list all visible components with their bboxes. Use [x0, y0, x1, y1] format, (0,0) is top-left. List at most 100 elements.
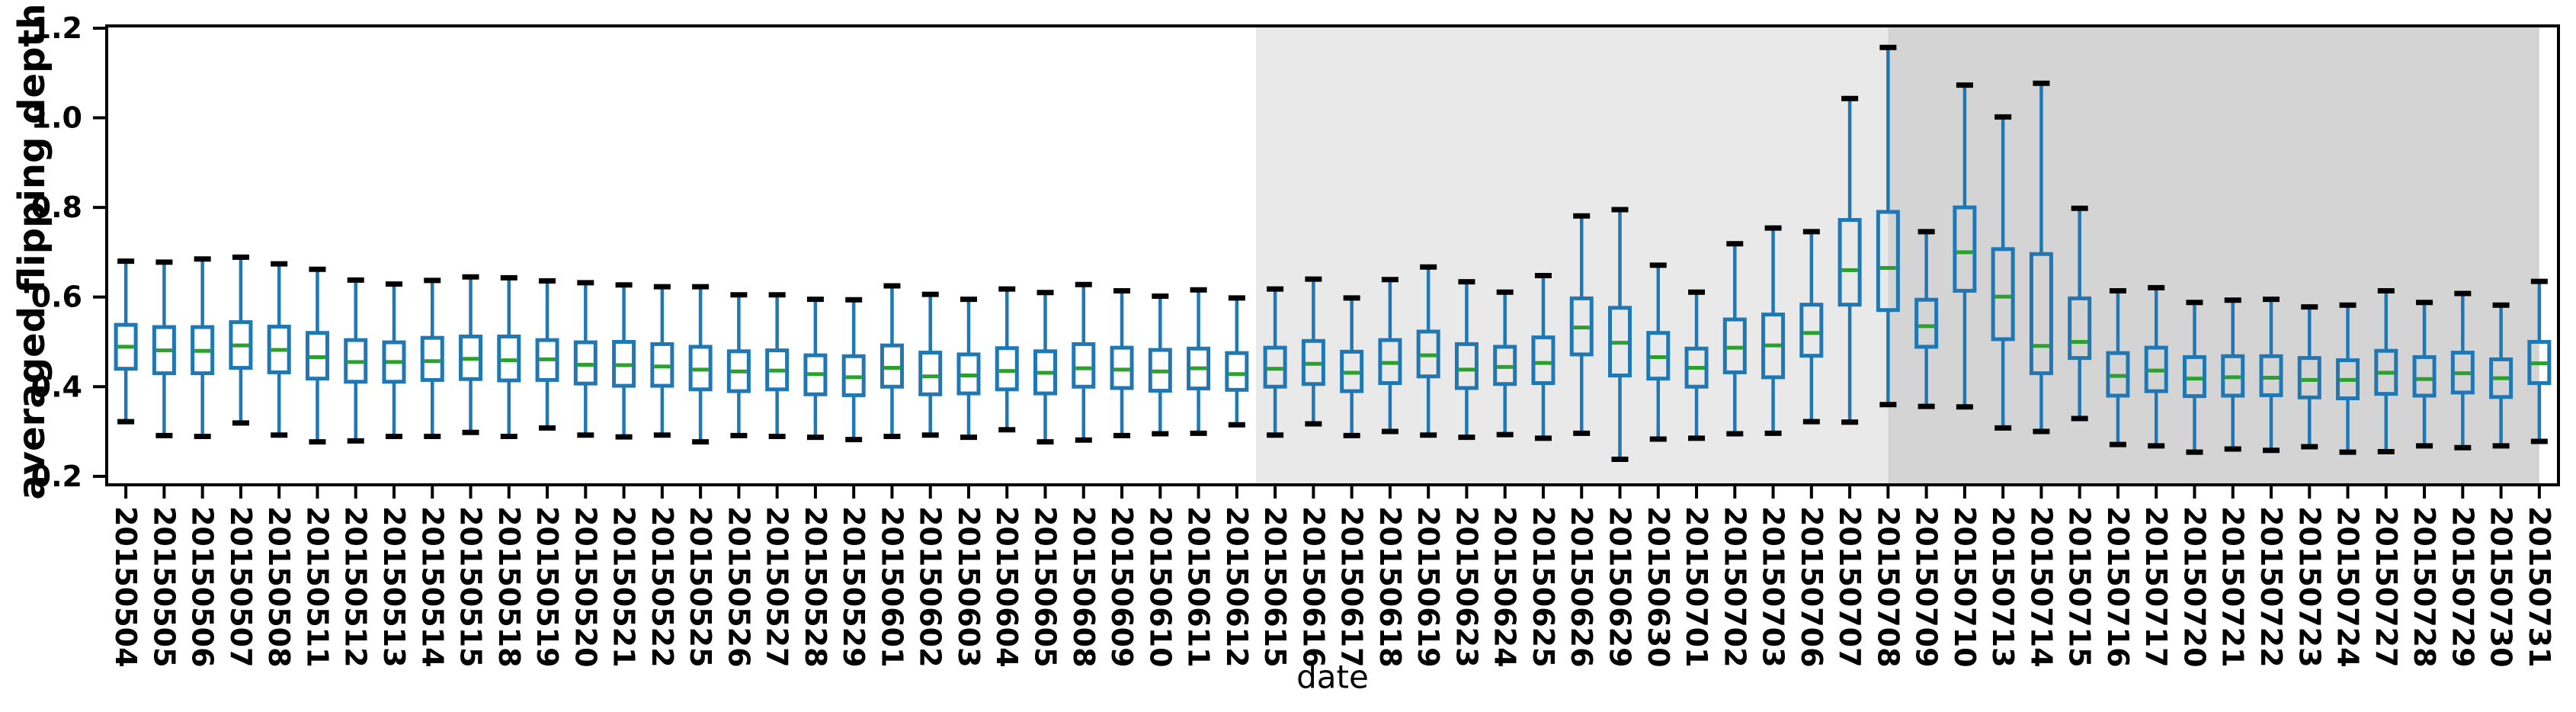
box-rect: [841, 354, 866, 397]
box-group: [2297, 304, 2321, 450]
x-tick-label: 20150629: [1603, 506, 1636, 668]
box-rect: [114, 322, 138, 371]
box-group: [420, 277, 444, 440]
box-rect: [1263, 345, 1287, 389]
box-rect: [573, 340, 598, 386]
box-group: [1263, 286, 1287, 438]
box-rect: [1493, 345, 1517, 386]
box-rect: [2144, 345, 2168, 393]
box-group: [2068, 205, 2092, 422]
box-group: [305, 266, 329, 445]
box-group: [1225, 295, 1249, 428]
box-group: [1187, 287, 1211, 436]
box-group: [1646, 262, 1671, 442]
box-group: [1493, 289, 1517, 438]
box-group: [1953, 82, 1977, 410]
box-rect: [1416, 329, 1440, 379]
box-rect: [2489, 357, 2514, 399]
box-rect: [2182, 354, 2206, 399]
box-group: [1301, 276, 1325, 427]
box-group: [1569, 213, 1594, 436]
x-tick-label: 20150504: [109, 506, 143, 668]
box-group: [1607, 207, 1632, 462]
x-tick-label: 20150717: [2139, 506, 2173, 668]
box-group: [1837, 95, 1862, 425]
box-group: [956, 297, 981, 441]
x-tick-label: 20150721: [2216, 506, 2250, 668]
x-tick-label: 20150713: [1986, 506, 2020, 668]
box-rect: [1531, 335, 1556, 386]
y-tick-label: 1.0: [31, 101, 82, 135]
box-rect: [1110, 345, 1134, 390]
box-rect: [535, 338, 559, 382]
x-tick-label: 20150511: [300, 506, 334, 668]
box-group: [1072, 281, 1096, 443]
box-group: [535, 278, 559, 431]
x-tick-label: 20150708: [1871, 506, 1905, 668]
y-tick-label: 0.2: [31, 460, 82, 493]
box-group: [1033, 290, 1058, 445]
x-tick-label: 20150724: [2331, 506, 2365, 668]
x-tick-label: 20150515: [454, 506, 488, 668]
box-rect: [1340, 349, 1364, 393]
x-tick-label: 20150512: [339, 506, 373, 668]
x-tick-label: 20150619: [1411, 506, 1445, 668]
x-tick-label: 20150714: [2024, 506, 2058, 668]
box-group: [344, 277, 368, 444]
x-tick-label: 20150529: [837, 506, 870, 668]
x-tick-label: 20150630: [1642, 506, 1675, 668]
x-tick-label: 20150526: [722, 506, 755, 668]
box-group: [1416, 264, 1440, 438]
box-rect: [497, 334, 521, 383]
box-rect: [229, 320, 253, 370]
box-rect: [1837, 218, 1862, 307]
x-tick-label: 20150702: [1718, 506, 1751, 668]
x-tick-label: 20150519: [530, 506, 564, 668]
box-rect: [650, 342, 674, 388]
box-rect: [2221, 354, 2245, 398]
x-tick-label: 20150601: [875, 506, 908, 668]
box-rect: [612, 339, 636, 388]
box-rect: [1454, 342, 1479, 390]
box-group: [2374, 287, 2398, 454]
axes-frame: [105, 24, 2560, 486]
box-group: [1454, 279, 1479, 441]
x-tick-label: 20150518: [492, 506, 526, 668]
x-tick-label: 20150506: [186, 506, 219, 668]
box-group: [1148, 293, 1172, 437]
box-group: [803, 297, 828, 441]
box-rect: [1646, 331, 1671, 381]
box-group: [2106, 287, 2130, 447]
x-tick-label: 20150609: [1105, 506, 1139, 668]
x-tick-label: 20150522: [646, 506, 679, 668]
x-tick-label: 20150527: [761, 506, 794, 668]
box-group: [1531, 272, 1556, 441]
box-rect: [726, 349, 751, 393]
x-tick-label: 20150617: [1335, 506, 1369, 668]
y-axis: 0.2 0.4 0.6 0.8 1.0 1.2: [31, 11, 107, 493]
y-tick-label: 0.4: [31, 370, 82, 403]
box-rect: [2527, 339, 2552, 386]
box-rect: [2106, 351, 2130, 398]
box-group: [2259, 297, 2283, 454]
x-tick-label: 20150608: [1067, 506, 1101, 668]
x-tick-label: 20150701: [1680, 506, 1713, 668]
box-group: [688, 284, 713, 445]
y-tick-label: 0.6: [31, 281, 82, 314]
box-group: [497, 274, 521, 440]
box-group: [879, 283, 904, 440]
box-rect: [879, 343, 904, 389]
box-rect: [267, 324, 291, 374]
box-group: [1991, 114, 2015, 431]
x-tick-label: 20150604: [990, 506, 1024, 668]
x-tick-label: 20150722: [2254, 506, 2288, 668]
box-group: [1340, 295, 1364, 438]
x-tick-label: 20150729: [2446, 506, 2479, 668]
box-rect: [1607, 306, 1632, 378]
box-rect: [2297, 356, 2321, 399]
box-group: [229, 254, 253, 426]
x-tick-label: 20150508: [262, 506, 296, 668]
box-group: [2489, 302, 2514, 449]
box-group: [765, 292, 790, 440]
